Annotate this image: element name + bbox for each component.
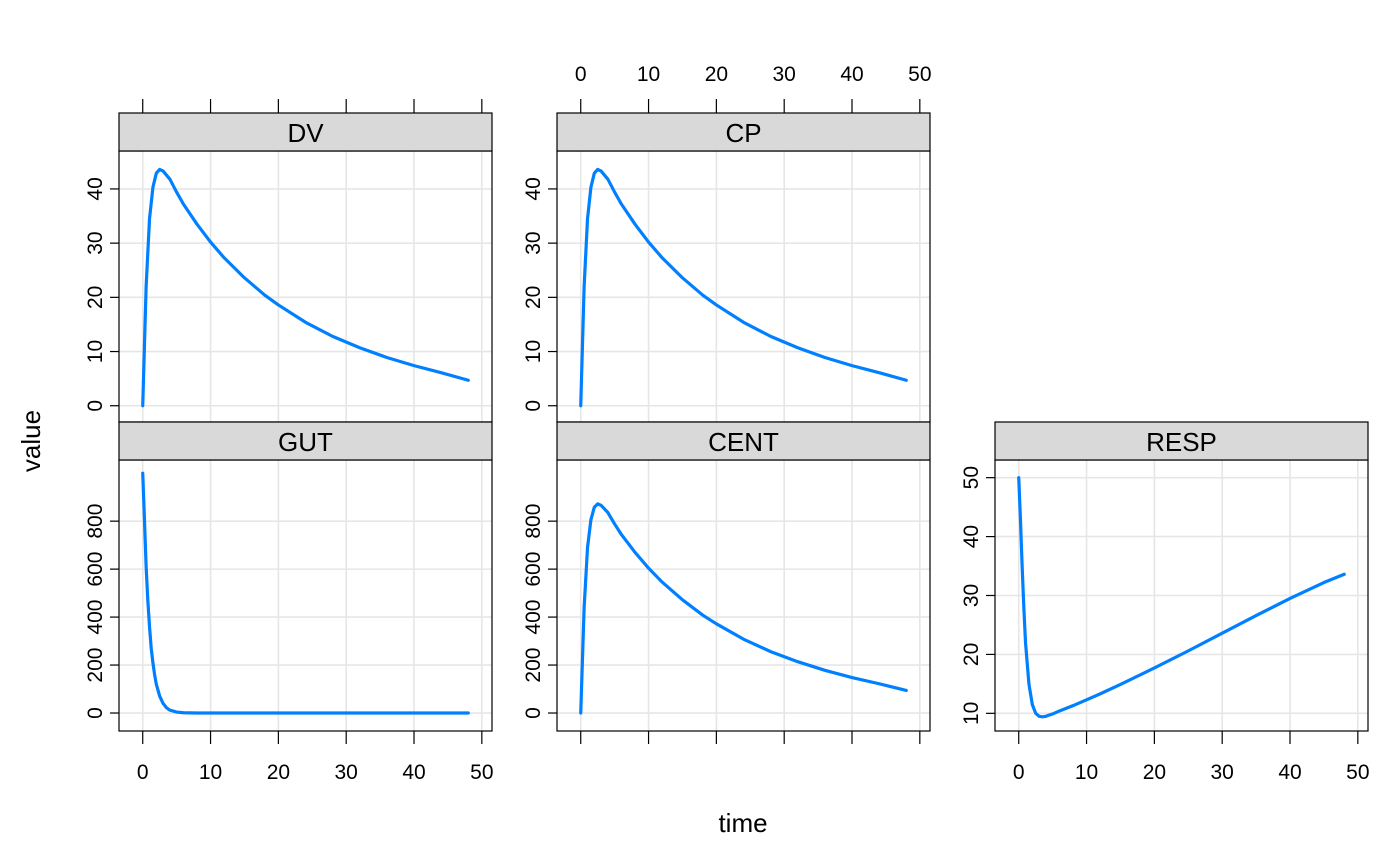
- x-tick-label-bottom: 20: [1143, 761, 1166, 784]
- panel-dv: DV 0 10 20 30 40: [84, 99, 493, 423]
- y-tick-label: 600: [522, 552, 545, 587]
- panel-gut: GUT 0 200 400 600 800 0 10 20 30 40 50: [84, 421, 494, 784]
- y-tick-label: 10: [960, 702, 983, 725]
- y-tick-label: 0: [84, 400, 107, 412]
- strip-background: [118, 421, 493, 461]
- y-axis-title: value: [16, 410, 46, 472]
- y-tick-label: 200: [84, 648, 107, 683]
- x-tick-label-top: 50: [908, 63, 931, 86]
- series-line-dv: [141, 167, 470, 408]
- x-tick-label-top: 0: [575, 63, 587, 86]
- x-tick-label-top: 10: [637, 63, 660, 86]
- strip-background: [556, 112, 931, 152]
- x-tick-label-top: 20: [705, 63, 728, 86]
- y-tick-label: 40: [522, 177, 545, 200]
- x-tick-label-bottom: 50: [1346, 761, 1369, 784]
- y-tick-label: 50: [960, 466, 983, 489]
- x-axis-title: time: [718, 808, 767, 838]
- x-tick-label-bottom: 0: [1013, 761, 1025, 784]
- y-tick-label: 20: [522, 286, 545, 309]
- strip-label-dv: DV: [287, 118, 324, 148]
- y-tick-label: 200: [522, 648, 545, 683]
- y-tick-label: 20: [84, 286, 107, 309]
- series-line-cent: [579, 502, 908, 715]
- y-tick-label: 30: [960, 584, 983, 607]
- strip-background: [994, 421, 1369, 461]
- y-tick-label: 10: [522, 340, 545, 363]
- strip-label-gut: GUT: [278, 427, 333, 457]
- series-line-resp: [1017, 476, 1346, 719]
- strip-label-cent: CENT: [708, 427, 779, 457]
- series-line-cp: [579, 167, 908, 408]
- y-tick-label: 400: [84, 600, 107, 635]
- x-tick-label-bottom: 10: [199, 761, 222, 784]
- panel-cp: CP 0 10 20 30 40 0 10 20 30 40 50: [522, 63, 932, 423]
- y-tick-label: 0: [522, 707, 545, 719]
- x-tick-label-bottom: 0: [137, 761, 149, 784]
- strip-label-cp: CP: [725, 118, 761, 148]
- x-tick-label-bottom: 30: [1211, 761, 1234, 784]
- x-tick-label-bottom: 10: [1075, 761, 1098, 784]
- y-tick-label: 30: [84, 231, 107, 254]
- y-tick-label: 600: [84, 552, 107, 587]
- y-tick-label: 400: [522, 600, 545, 635]
- y-tick-label: 10: [84, 340, 107, 363]
- panel-cent: CENT 0 200 400 600 800: [522, 421, 931, 744]
- y-tick-label: 40: [84, 177, 107, 200]
- x-tick-label-bottom: 50: [470, 761, 493, 784]
- panel-frame: [118, 459, 493, 732]
- x-tick-label-bottom: 20: [267, 761, 290, 784]
- panel-frame: [556, 459, 931, 732]
- y-tick-label: 40: [960, 525, 983, 548]
- y-tick-label: 30: [522, 231, 545, 254]
- x-tick-label-bottom: 40: [402, 761, 425, 784]
- y-tick-label: 800: [522, 504, 545, 539]
- strip-background: [118, 112, 493, 152]
- strip-label-resp: RESP: [1146, 427, 1217, 457]
- y-tick-label: 800: [84, 504, 107, 539]
- x-tick-label-top: 30: [773, 63, 796, 86]
- x-tick-label-bottom: 30: [335, 761, 358, 784]
- x-tick-label-top: 40: [840, 63, 863, 86]
- x-tick-label-bottom: 40: [1278, 761, 1301, 784]
- series-line-gut: [141, 471, 470, 715]
- panel-resp: RESP 10 20 30 40 50 0 10 20 30 40 50: [960, 421, 1370, 784]
- y-tick-label: 0: [84, 707, 107, 719]
- y-tick-label: 20: [960, 643, 983, 666]
- y-tick-label: 0: [522, 400, 545, 412]
- strip-background: [556, 421, 931, 461]
